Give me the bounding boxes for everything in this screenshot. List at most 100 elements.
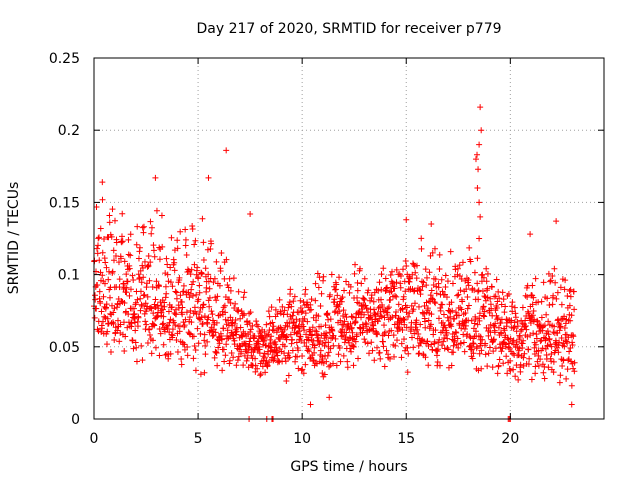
data-point-1919 <box>570 333 577 340</box>
data-point-1895 <box>564 292 571 299</box>
data-point-821 <box>296 328 303 335</box>
data-point-333 <box>174 237 181 244</box>
data-point-1037 <box>350 335 357 342</box>
data-point-84 <box>111 217 118 224</box>
data-point-634 <box>249 322 256 329</box>
data-point-1087 <box>362 302 369 309</box>
data-point-1762 <box>531 316 538 323</box>
data-point-1357 <box>429 296 436 303</box>
data-point-1209 <box>393 308 400 315</box>
data-point-1383 <box>436 265 443 272</box>
data-point-1372 <box>433 290 440 297</box>
data-point-1110 <box>368 339 375 346</box>
data-point-103 <box>116 276 123 283</box>
data-point-143 <box>126 265 133 272</box>
data-point-344 <box>176 322 183 329</box>
data-point-1601 <box>490 336 497 343</box>
data-point-1909 <box>567 293 574 300</box>
data-points <box>91 104 578 422</box>
data-point-1401 <box>440 311 447 318</box>
data-point-907 <box>317 302 324 309</box>
data-point-1303 <box>416 286 423 293</box>
data-point-226 <box>147 218 154 225</box>
data-point-20 <box>95 234 102 241</box>
data-point-1438 <box>450 349 457 356</box>
data-point-1496 <box>464 305 471 312</box>
data-point-184 <box>136 244 143 251</box>
data-point-775 <box>284 323 291 330</box>
data-point-1363 <box>431 298 438 305</box>
data-point-1742 <box>526 355 533 362</box>
data-point-1025 <box>347 345 354 352</box>
data-point-151 <box>128 320 135 327</box>
data-point-1253 <box>403 304 410 311</box>
data-point-1753 <box>528 376 535 383</box>
data-point-1499 <box>465 276 472 283</box>
data-point-1457 <box>454 265 461 272</box>
data-point-1543 <box>476 317 483 324</box>
data-point-1048 <box>352 338 359 345</box>
data-point-180 <box>135 255 142 262</box>
data-point-578 <box>235 307 242 314</box>
data-point-36 <box>99 318 106 325</box>
data-point-1621 <box>495 324 502 331</box>
data-point-1096 <box>364 340 371 347</box>
data-point-564 <box>231 320 238 327</box>
data-point-351 <box>178 361 185 368</box>
data-point-1319 <box>420 279 427 286</box>
outlier-point-7 <box>478 127 485 134</box>
x-axis-label: GPS time / hours <box>290 459 407 475</box>
data-point-728 <box>272 306 279 313</box>
data-point-1443 <box>451 333 458 340</box>
data-point-1039 <box>350 362 357 369</box>
data-point-1893 <box>563 331 570 338</box>
data-point-704 <box>266 343 273 350</box>
data-point-1335 <box>424 338 431 345</box>
y-tick-label-3: 0.15 <box>49 195 80 211</box>
data-point-525 <box>222 309 229 316</box>
data-point-290 <box>163 255 170 262</box>
data-point-1377 <box>434 346 441 353</box>
data-point-1757 <box>529 312 536 319</box>
data-point-923 <box>321 342 328 349</box>
data-point-1291 <box>413 317 420 324</box>
data-point-323 <box>171 267 178 274</box>
data-point-300 <box>165 308 172 315</box>
data-point-521 <box>221 358 228 365</box>
data-point-307 <box>167 350 174 357</box>
data-point-898 <box>315 313 322 320</box>
data-point-1194 <box>389 314 396 321</box>
data-point-1779 <box>535 352 542 359</box>
data-point-185 <box>137 295 144 302</box>
data-point-1023 <box>346 289 353 296</box>
data-point-1413 <box>443 294 450 301</box>
data-point-659 <box>255 338 262 345</box>
data-point-805 <box>292 358 299 365</box>
x-tick-label-2: 10 <box>293 431 311 447</box>
data-point-1330 <box>423 282 430 289</box>
data-point-260 <box>155 283 162 290</box>
data-point-202 <box>141 291 148 298</box>
data-point-1016 <box>344 364 351 371</box>
data-point-147 <box>127 231 134 238</box>
data-point-1851 <box>553 295 560 302</box>
data-point-958 <box>330 342 337 349</box>
data-point-1161 <box>381 322 388 329</box>
data-point-1620 <box>495 362 502 369</box>
plot-frame <box>93 57 605 420</box>
data-point-1906 <box>567 317 574 324</box>
data-point-1381 <box>435 315 442 322</box>
data-point-1734 <box>524 294 531 301</box>
data-point-1888 <box>562 337 569 344</box>
data-point-194 <box>139 357 146 364</box>
data-point-698 <box>265 343 272 350</box>
data-point-1495 <box>464 294 471 301</box>
data-point-438 <box>200 239 207 246</box>
data-point-861 <box>306 348 313 355</box>
data-point-1108 <box>367 312 374 319</box>
data-point-587 <box>237 324 244 331</box>
data-point-172 <box>133 358 140 365</box>
data-point-770 <box>283 377 290 384</box>
data-point-335 <box>174 245 181 252</box>
